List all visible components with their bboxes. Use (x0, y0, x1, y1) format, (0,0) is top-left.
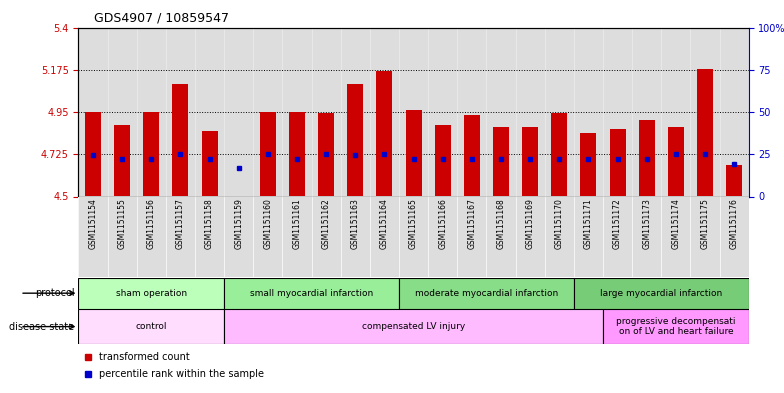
Bar (580, 133, 597, 196)
Text: large myocardial infarction: large myocardial infarction (601, 289, 722, 298)
Text: GSM1151174: GSM1151174 (671, 198, 681, 249)
Bar (434, 125, 451, 196)
Text: GSM1151167: GSM1151167 (467, 198, 477, 249)
Text: control: control (136, 322, 167, 331)
Text: protocol: protocol (34, 288, 74, 298)
Bar (260, 112, 276, 196)
Text: transformed count: transformed count (99, 352, 189, 362)
Bar (405, 110, 422, 196)
Text: GSM1151170: GSM1151170 (555, 198, 564, 249)
Text: GSM1151166: GSM1151166 (438, 198, 447, 249)
Bar (85, 112, 101, 196)
Text: GSM1151154: GSM1151154 (89, 198, 97, 249)
Bar (493, 127, 509, 196)
Bar (78, 278, 224, 309)
Bar (114, 125, 130, 196)
Bar (289, 112, 305, 196)
Text: GSM1151165: GSM1151165 (409, 198, 418, 249)
Text: GSM1151173: GSM1151173 (642, 198, 652, 249)
Bar (574, 278, 749, 309)
Text: disease state: disease state (9, 321, 74, 332)
Bar (224, 309, 603, 344)
Text: progressive decompensati
on of LV and heart failure: progressive decompensati on of LV and he… (616, 317, 735, 336)
Text: GSM1151156: GSM1151156 (147, 198, 156, 249)
Bar (201, 131, 218, 196)
Bar (697, 69, 713, 196)
Text: sham operation: sham operation (116, 289, 187, 298)
Bar (224, 278, 399, 309)
Bar (347, 84, 363, 196)
Bar (399, 278, 574, 309)
Bar (609, 129, 626, 196)
Text: GSM1151159: GSM1151159 (234, 198, 243, 249)
Text: GSM1151172: GSM1151172 (613, 198, 622, 249)
Text: GSM1151155: GSM1151155 (118, 198, 127, 249)
Text: GSM1151157: GSM1151157 (176, 198, 185, 249)
Text: GSM1151161: GSM1151161 (292, 198, 302, 249)
Bar (172, 84, 188, 196)
Text: GSM1151160: GSM1151160 (263, 198, 272, 249)
Bar (318, 113, 334, 196)
Text: GSM1151163: GSM1151163 (350, 198, 360, 249)
Bar (143, 112, 159, 196)
Text: compensated LV injury: compensated LV injury (362, 322, 465, 331)
Text: GSM1151164: GSM1151164 (380, 198, 389, 249)
Text: small myocardial infarction: small myocardial infarction (250, 289, 373, 298)
Text: GSM1151168: GSM1151168 (496, 198, 506, 249)
Bar (603, 309, 749, 344)
Bar (668, 127, 684, 196)
Text: GSM1151158: GSM1151158 (205, 198, 214, 249)
Text: GDS4907 / 10859547: GDS4907 / 10859547 (94, 12, 229, 25)
Bar (78, 309, 224, 344)
Text: GSM1151176: GSM1151176 (730, 198, 739, 249)
Bar (376, 71, 393, 196)
Bar (522, 127, 538, 196)
Bar (551, 113, 568, 196)
Text: GSM1151169: GSM1151169 (525, 198, 535, 249)
Text: GSM1151162: GSM1151162 (321, 198, 331, 249)
Text: percentile rank within the sample: percentile rank within the sample (99, 369, 263, 379)
Text: GSM1151175: GSM1151175 (700, 198, 710, 249)
Bar (726, 165, 742, 196)
Text: GSM1151171: GSM1151171 (584, 198, 593, 249)
Bar (464, 115, 480, 196)
Bar (639, 119, 655, 196)
Text: moderate myocardial infarction: moderate myocardial infarction (415, 289, 558, 298)
